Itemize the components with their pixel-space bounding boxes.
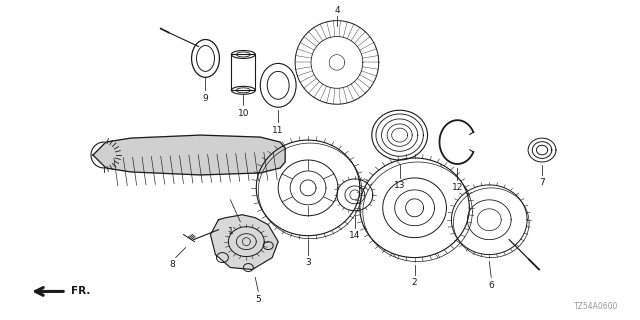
Bar [232,54,255,90]
Polygon shape [93,135,285,175]
Text: 5: 5 [255,295,261,304]
Text: TZ54A0600: TZ54A0600 [574,302,619,311]
Text: 13: 13 [394,181,405,190]
Text: 14: 14 [349,231,360,240]
Text: 1: 1 [227,227,233,236]
Text: 7: 7 [539,179,545,188]
Text: 6: 6 [488,281,494,290]
Text: FR.: FR. [71,286,90,296]
Text: 10: 10 [237,109,249,118]
Text: 9: 9 [203,94,209,103]
Text: 11: 11 [273,126,284,135]
Text: 4: 4 [334,6,340,15]
Text: 3: 3 [305,258,311,267]
Text: 8: 8 [170,260,175,269]
Text: 12: 12 [452,183,463,192]
Text: 2: 2 [412,278,417,287]
Polygon shape [211,215,278,269]
